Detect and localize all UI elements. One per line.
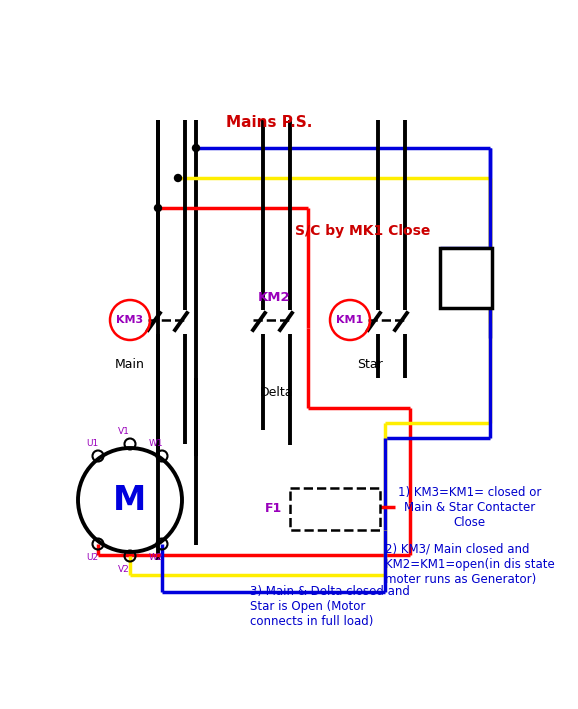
Text: W1: W1	[149, 439, 164, 448]
Text: V1: V1	[118, 427, 130, 436]
Text: V2: V2	[118, 565, 130, 574]
Text: W2: W2	[149, 553, 163, 562]
Text: U2: U2	[86, 553, 98, 562]
Circle shape	[154, 204, 161, 211]
Text: F1: F1	[265, 503, 282, 515]
Text: U1: U1	[86, 439, 98, 448]
Text: Delta: Delta	[260, 386, 293, 399]
Circle shape	[175, 174, 181, 182]
Text: S/C by MK1 Close: S/C by MK1 Close	[295, 224, 430, 238]
Text: 3) Main & Delta closed and
Star is Open (Motor
connects in full load): 3) Main & Delta closed and Star is Open …	[250, 585, 410, 628]
Text: KM1: KM1	[336, 315, 364, 325]
Bar	[290, 488, 380, 530]
Text: KM3: KM3	[116, 315, 143, 325]
Text: M: M	[113, 484, 147, 516]
Text: 1) KM3=KM1= closed or
Main & Star Contacter
Close: 1) KM3=KM1= closed or Main & Star Contac…	[398, 486, 542, 529]
Text: Main: Main	[115, 358, 145, 371]
Bar	[440, 248, 492, 308]
Text: Mains P.S.: Mains P.S.	[226, 115, 312, 130]
Text: 2) KM3/ Main closed and
KM2=KM1=open(in dis state
moter runs as Generator): 2) KM3/ Main closed and KM2=KM1=open(in …	[385, 543, 555, 586]
Text: Star: Star	[357, 358, 383, 371]
Text: KM2: KM2	[258, 291, 291, 304]
Circle shape	[192, 145, 199, 152]
